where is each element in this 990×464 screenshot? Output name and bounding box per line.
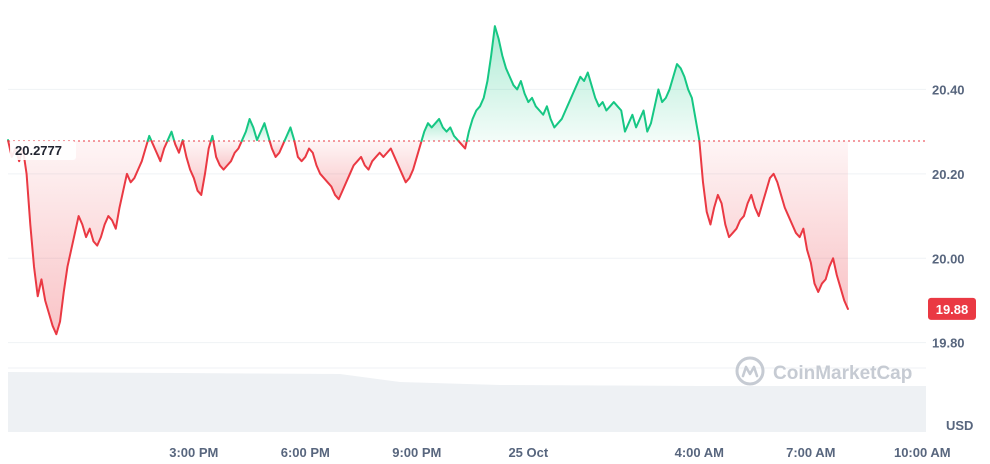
y-tick-label-2: 20.00: [932, 251, 965, 266]
area-below-baseline-3: [151, 141, 168, 162]
coinmarketcap-logo-icon: [735, 356, 765, 386]
x-tick-label-5: 7:00 AM: [786, 445, 835, 460]
last-price-label: 19.88: [936, 302, 969, 317]
volume-area: [8, 372, 926, 432]
line-up-segment-8: [209, 134, 215, 143]
area-below-baseline-9: [213, 141, 242, 170]
line-down-segment-15: [457, 140, 468, 150]
line-down-segment-9: [212, 140, 243, 171]
area-above-baseline-14: [421, 118, 459, 142]
x-tick-label-0: 3:00 PM: [169, 445, 218, 460]
area-below-baseline-17: [699, 141, 848, 309]
x-tick-label-2: 9:00 PM: [392, 445, 441, 460]
line-up-segment-14: [420, 117, 460, 143]
y-tick-label-3: 19.80: [932, 336, 965, 351]
y-axis-ticks: 20.40 20.20 20.00 19.80: [932, 82, 965, 350]
line-up-segment-2: [146, 134, 153, 143]
x-tick-label-4: 4:00 AM: [675, 445, 724, 460]
line-up-segment-10: [240, 117, 271, 143]
watermark: CoinMarketCap: [735, 356, 912, 386]
area-fills: [8, 26, 848, 335]
area-below-baseline-11: [269, 141, 285, 157]
last-price-tag: 19.88: [928, 297, 976, 320]
line-up-segment-16: [465, 25, 701, 143]
x-tick-label-6: 10:00 AM: [894, 445, 951, 460]
x-tick-label-1: 6:00 PM: [281, 445, 330, 460]
area-below-baseline-5: [174, 141, 183, 153]
volume-band: [8, 372, 926, 432]
line-down-segment-1: [7, 140, 149, 336]
area-below-baseline-1: [8, 141, 148, 335]
line-down-segment-7: [181, 140, 212, 196]
price-line: [7, 25, 849, 336]
line-down-segment-3: [150, 140, 169, 163]
x-tick-label-3: 25 Oct: [508, 445, 548, 460]
area-above-baseline-16: [466, 26, 700, 142]
line-down-segment-11: [268, 140, 286, 158]
area-below-baseline-7: [182, 141, 211, 195]
line-down-segment-13: [293, 140, 423, 201]
y-tick-label-1: 20.20: [932, 167, 965, 182]
watermark-brand: CoinMarketCap: [773, 363, 912, 384]
line-down-segment-5: [173, 140, 184, 154]
currency-unit-label: USD: [946, 418, 973, 433]
area-below-baseline-13: [294, 141, 422, 200]
y-tick-label-0: 20.40: [932, 82, 965, 97]
baseline-label-group: 20.2777: [10, 141, 76, 160]
line-up-segment-4: [166, 130, 176, 143]
gridlines: [8, 88, 926, 369]
baseline-label: 20.2777: [15, 143, 62, 158]
x-axis-ticks: 3:00 PM 6:00 PM 9:00 PM 25 Oct 4:00 AM 7:00 A…: [169, 445, 950, 460]
line-down-segment-17: [698, 140, 849, 310]
